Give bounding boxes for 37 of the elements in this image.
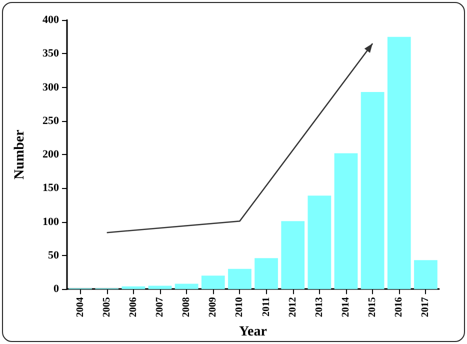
bar — [201, 276, 225, 290]
x-tick-label: 2012 — [287, 297, 298, 318]
bar — [174, 284, 198, 290]
y-tick-label: 350 — [42, 48, 60, 60]
x-tick-label: 2006 — [128, 297, 139, 318]
y-tick-label: 0 — [54, 283, 60, 296]
x-tick-label: 2013 — [314, 297, 325, 318]
x-tick-label: 2017 — [420, 297, 432, 318]
bar — [228, 268, 252, 290]
y-tick-label: 50 — [48, 249, 60, 262]
x-tick-label: 2010 — [234, 297, 246, 318]
bar — [387, 36, 411, 290]
bar — [360, 92, 384, 290]
y-tick-label: 100 — [42, 216, 60, 228]
x-tick-label: 2011 — [260, 297, 272, 317]
bar — [148, 286, 172, 290]
bar — [414, 260, 438, 290]
x-tick-label: 2008 — [181, 297, 192, 318]
y-tick-label: 200 — [42, 148, 60, 161]
bar — [334, 153, 358, 290]
x-tick-label: 2015 — [367, 297, 378, 318]
x-tick-label: 2004 — [74, 297, 86, 318]
x-tick-label: 2016 — [394, 297, 405, 318]
x-tick-label: 2009 — [208, 297, 219, 318]
x-axis-title: Year — [239, 324, 267, 340]
x-tick-label: 2005 — [101, 297, 112, 318]
bar — [281, 221, 305, 290]
x-tick-label: 2007 — [154, 297, 166, 318]
bar — [122, 286, 146, 290]
y-tick-label: 150 — [42, 182, 60, 194]
y-tick-label: 400 — [42, 14, 60, 26]
y-tick-label: 300 — [42, 81, 60, 94]
bar — [254, 258, 278, 290]
bar — [308, 196, 332, 290]
y-tick-label: 250 — [42, 114, 60, 127]
x-tick-label: 2014 — [340, 297, 352, 318]
y-axis-title: Number — [12, 130, 28, 180]
